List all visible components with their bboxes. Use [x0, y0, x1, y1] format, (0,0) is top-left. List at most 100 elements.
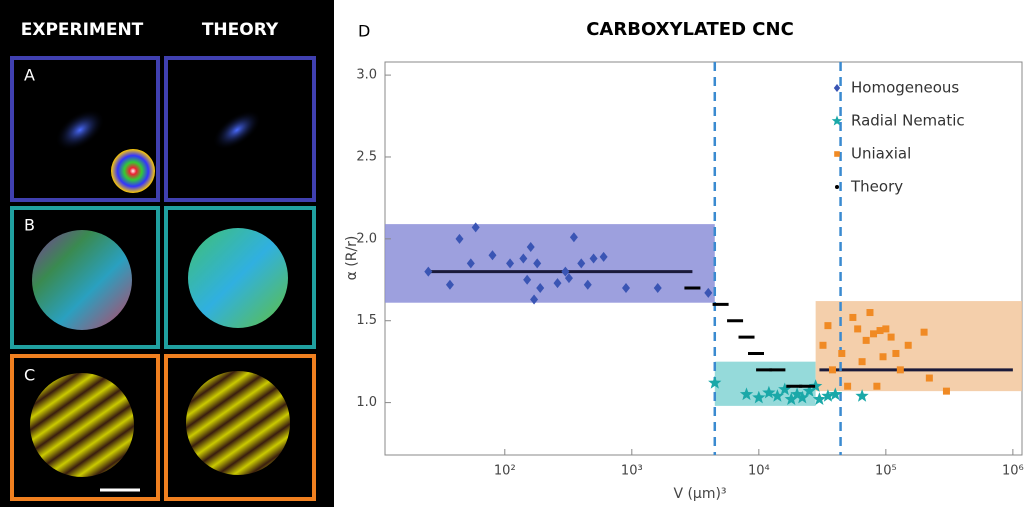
y-axis-label: α (R/r)	[344, 236, 360, 281]
frame	[164, 56, 316, 202]
row-label: A	[24, 66, 35, 85]
star	[809, 379, 823, 392]
column-header: THEORY	[202, 20, 279, 40]
x-tick-label: 10²	[494, 464, 516, 479]
row-c	[10, 354, 316, 501]
square	[870, 330, 878, 338]
diamond	[653, 282, 662, 293]
square	[904, 341, 912, 349]
diamond	[569, 232, 578, 243]
y-tick-label: 2.5	[356, 149, 377, 164]
diamond	[445, 279, 454, 290]
star	[802, 384, 816, 397]
square	[828, 366, 836, 374]
star	[708, 375, 722, 389]
square	[854, 325, 862, 333]
square	[873, 382, 881, 390]
x-tick-label: 10⁴	[748, 464, 770, 479]
diamond	[536, 282, 545, 293]
diamond	[455, 233, 464, 244]
frame	[10, 206, 160, 349]
legend-label: Uniaxial	[851, 145, 911, 163]
square	[942, 387, 950, 395]
blob	[186, 371, 290, 475]
diamond	[471, 222, 480, 233]
diamond	[523, 274, 532, 285]
star	[795, 390, 809, 404]
star	[752, 390, 766, 404]
star	[855, 389, 869, 402]
legend-label: Theory	[850, 178, 903, 196]
square	[862, 336, 870, 344]
diamond	[519, 253, 528, 264]
square	[824, 322, 832, 330]
frame	[10, 56, 160, 202]
square	[882, 325, 890, 333]
diamond	[577, 258, 586, 269]
square	[920, 328, 928, 336]
x-tick-label: 10⁵	[875, 464, 897, 479]
diamond	[553, 278, 562, 289]
star	[770, 389, 784, 402]
panel-label: D	[358, 22, 370, 41]
y-tick-label: 1.0	[356, 395, 377, 410]
star	[828, 387, 842, 401]
diamond	[589, 253, 598, 264]
row-b	[10, 206, 316, 349]
diamond	[506, 258, 515, 269]
chart-title: CARBOXYLATED CNC	[586, 19, 794, 40]
x-tick-label: 10³	[621, 464, 643, 479]
star	[812, 392, 827, 405]
star	[762, 385, 776, 399]
frame	[164, 206, 316, 349]
star	[778, 382, 792, 396]
diamond	[488, 250, 497, 261]
diamond	[704, 287, 713, 298]
square	[858, 358, 866, 366]
dot	[835, 185, 839, 189]
diamond	[621, 282, 630, 293]
diamond	[833, 84, 841, 92]
legend-label: Homogeneous	[851, 79, 959, 97]
diamond	[466, 258, 475, 269]
star	[790, 387, 804, 401]
square	[896, 366, 904, 374]
star	[831, 115, 843, 126]
diamond	[530, 294, 539, 305]
blob	[111, 149, 155, 193]
square	[849, 313, 857, 321]
square	[879, 353, 887, 361]
square	[866, 309, 874, 317]
row-a	[10, 56, 316, 202]
star	[739, 387, 754, 401]
square	[876, 327, 884, 335]
diamond	[599, 251, 608, 262]
square	[834, 151, 840, 157]
diamond	[526, 242, 535, 253]
square	[887, 333, 895, 341]
blob	[212, 110, 262, 150]
y-tick-label: 2.0	[356, 231, 377, 246]
star	[784, 392, 798, 405]
row-label: C	[24, 366, 35, 385]
square	[892, 349, 900, 357]
row-label: B	[24, 216, 35, 235]
square	[844, 382, 852, 390]
diamond	[561, 266, 570, 277]
star	[821, 389, 835, 402]
column-header: EXPERIMENT	[21, 20, 144, 40]
region	[815, 301, 1022, 392]
legend-label: Radial Nematic	[851, 112, 965, 130]
diamond	[424, 266, 433, 277]
square	[925, 374, 933, 382]
frame	[10, 354, 160, 501]
blob	[55, 109, 105, 151]
blob	[30, 373, 134, 477]
diamond	[533, 258, 542, 269]
frame	[164, 354, 316, 501]
square	[819, 341, 827, 349]
x-axis-label: V (μm)³	[673, 486, 726, 502]
blob	[188, 228, 288, 328]
y-tick-label: 1.5	[356, 313, 377, 328]
